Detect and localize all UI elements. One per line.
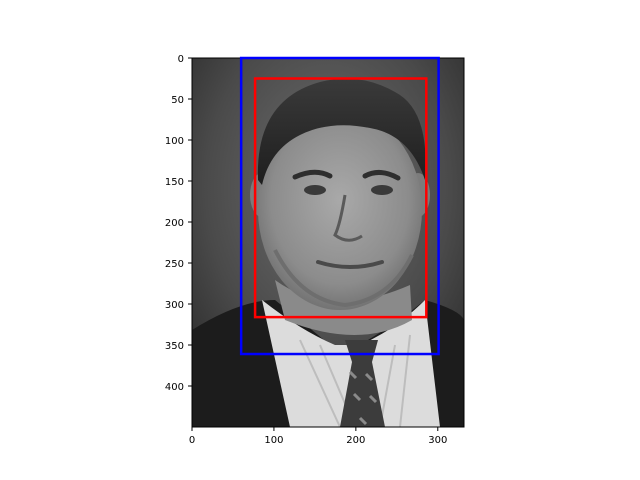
portrait-image xyxy=(192,58,464,427)
y-tick-label: 300 xyxy=(165,300,184,311)
y-tick-label: 200 xyxy=(165,218,184,229)
y-axis: 0 50 100 150 200 250 300 350 400 xyxy=(165,54,192,393)
x-tick-label: 0 xyxy=(189,435,195,446)
y-tick-label: 400 xyxy=(165,382,184,393)
x-tick-label: 100 xyxy=(264,435,283,446)
x-tick-label: 300 xyxy=(428,435,447,446)
bounding-box-2 xyxy=(253,77,428,319)
y-tick-label: 100 xyxy=(165,136,184,147)
x-tick-label: 200 xyxy=(346,435,365,446)
y-tick-label: 0 xyxy=(178,54,184,65)
y-tick-label: 250 xyxy=(165,259,184,270)
bounding-box-1 xyxy=(239,56,440,356)
bounding-boxes xyxy=(239,56,440,356)
x-axis: 0 100 200 300 xyxy=(189,427,447,446)
y-tick-label: 50 xyxy=(171,95,184,106)
y-tick-label: 350 xyxy=(165,341,184,352)
y-tick-label: 150 xyxy=(165,177,184,188)
